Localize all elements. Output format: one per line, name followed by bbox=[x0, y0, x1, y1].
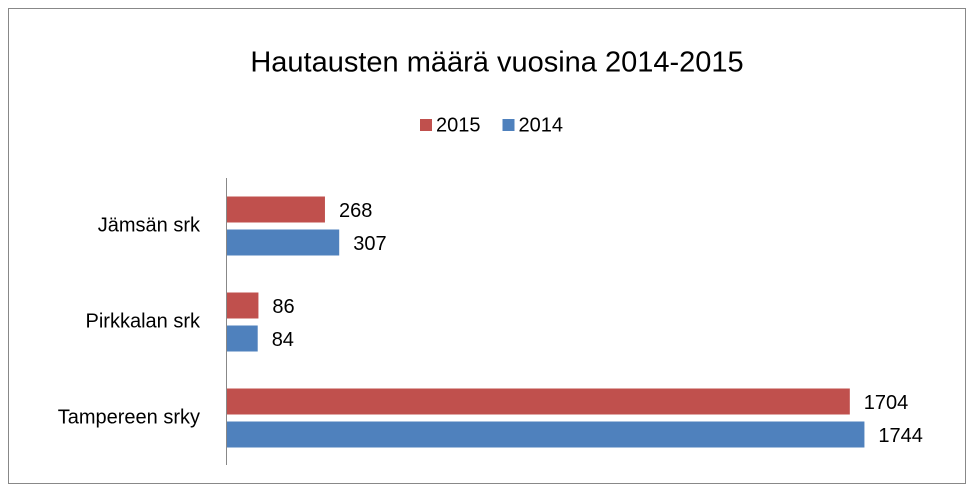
chart-title: Hautausten määrä vuosina 2014-2015 bbox=[250, 47, 743, 79]
bar bbox=[227, 292, 259, 319]
bar bbox=[227, 388, 850, 415]
legend-swatch bbox=[502, 119, 515, 131]
data-label: 84 bbox=[272, 329, 294, 351]
bar bbox=[227, 325, 258, 352]
category-label: Tampereen srky bbox=[58, 406, 200, 428]
category-label: Pirkkalan srk bbox=[86, 310, 201, 332]
data-label: 307 bbox=[353, 233, 386, 255]
legend-label: 2015 bbox=[436, 114, 481, 136]
bar bbox=[227, 196, 325, 223]
data-label: 268 bbox=[339, 200, 372, 222]
bar bbox=[227, 229, 340, 256]
legend-label: 2014 bbox=[519, 114, 564, 136]
data-label: 86 bbox=[272, 296, 294, 318]
legend-swatch bbox=[420, 119, 432, 131]
bar bbox=[227, 421, 865, 448]
data-label: 1704 bbox=[864, 392, 909, 414]
data-label: 1744 bbox=[878, 425, 923, 447]
category-label: Jämsän srk bbox=[98, 214, 201, 236]
